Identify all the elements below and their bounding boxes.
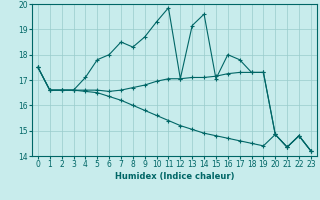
X-axis label: Humidex (Indice chaleur): Humidex (Indice chaleur): [115, 172, 234, 181]
